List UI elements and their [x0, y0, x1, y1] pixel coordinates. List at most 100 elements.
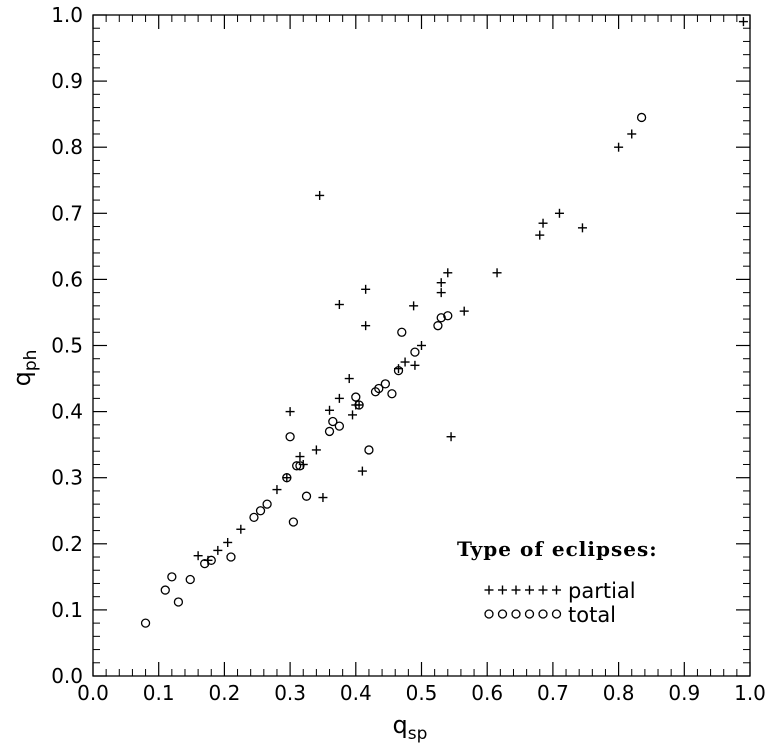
y-tick-label: 1.0 — [51, 3, 83, 27]
legend-marker-plus — [525, 585, 534, 595]
point-total — [288, 517, 299, 527]
point-partial — [436, 288, 446, 298]
point-partial — [357, 466, 367, 476]
point-partial — [318, 493, 328, 503]
point-partial — [459, 306, 469, 316]
point-partial — [213, 545, 223, 555]
x-tick-label: 0.0 — [77, 681, 109, 705]
point-partial — [409, 301, 419, 311]
point-partial — [285, 407, 295, 417]
point-partial — [282, 473, 292, 483]
y-axis-label: qph — [8, 350, 41, 387]
point-total — [433, 321, 443, 331]
point-total — [160, 585, 170, 595]
point-partial — [311, 445, 321, 455]
point-partial — [446, 432, 456, 442]
point-partial — [538, 218, 548, 228]
point-total — [380, 379, 391, 389]
legend-title: Type of eclipses: — [457, 537, 658, 561]
y-tick-label: 0.3 — [51, 466, 83, 490]
point-total — [140, 618, 151, 628]
x-tick-label: 0.4 — [340, 681, 372, 705]
legend-entry-partial — [484, 585, 561, 595]
x-axis: 0.0 0.1 0.2 0.3 0.4 0.5 0.6 0.7 0.8 0.9 1.0 — [77, 15, 766, 705]
point-partial — [410, 360, 420, 370]
x-tick-label: 0.1 — [143, 681, 175, 705]
y-tick-label: 0.6 — [51, 267, 83, 291]
point-partial — [738, 17, 748, 27]
point-partial — [400, 357, 410, 367]
point-partial — [361, 321, 371, 331]
point-total — [282, 473, 292, 483]
point-total — [436, 313, 446, 323]
point-partial — [577, 223, 587, 233]
point-total — [206, 555, 216, 565]
point-total — [351, 392, 361, 402]
point-total — [354, 400, 364, 410]
legend-marker-circle — [497, 609, 508, 619]
y-tick-label: 0.7 — [51, 201, 83, 225]
legend-label-total: total — [568, 603, 616, 627]
legend-marker-circle — [551, 609, 562, 619]
point-partial — [436, 278, 446, 288]
point-partial — [535, 230, 545, 240]
point-partial — [272, 485, 282, 495]
legend-marker-plus — [484, 585, 494, 595]
point-total — [167, 572, 177, 582]
point-total — [374, 383, 384, 394]
data-points — [140, 17, 748, 628]
point-total — [173, 597, 184, 607]
point-partial — [554, 208, 564, 218]
point-total — [370, 387, 381, 397]
y-tick-label: 0.8 — [51, 135, 83, 159]
point-partial — [334, 393, 344, 403]
legend-marker-circle — [524, 609, 535, 619]
point-total — [328, 416, 338, 427]
point-partial — [295, 452, 305, 462]
x-tick-label: 0.6 — [471, 681, 503, 705]
point-total — [636, 112, 647, 123]
point-partial — [361, 284, 371, 294]
legend: Type of eclipses: partial total — [457, 537, 658, 627]
point-partial — [325, 405, 335, 415]
y-tick-label: 0.0 — [51, 664, 83, 688]
point-total — [185, 574, 195, 585]
point-total — [285, 432, 295, 442]
x-axis-label: qsp — [393, 711, 428, 744]
point-total — [397, 327, 407, 337]
y-axis: 0.0 0.1 0.2 0.3 0.4 0.5 0.6 0.7 0.8 0.9 1.0 — [51, 3, 750, 688]
point-total — [393, 365, 404, 376]
legend-marker-plus — [498, 585, 507, 595]
point-partial — [492, 268, 502, 278]
legend-marker-circle — [484, 609, 494, 619]
point-total — [301, 491, 312, 501]
point-partial — [344, 374, 354, 384]
x-tick-label: 0.3 — [274, 681, 306, 705]
x-tick-label: 0.9 — [668, 681, 700, 705]
point-total — [443, 311, 453, 321]
point-total — [334, 421, 345, 431]
legend-entry-total — [484, 609, 562, 619]
point-partial — [443, 268, 453, 278]
point-total — [249, 512, 259, 523]
legend-marker-plus — [552, 585, 561, 595]
x-tick-label: 0.8 — [603, 681, 635, 705]
point-total — [226, 552, 236, 562]
point-partial — [334, 300, 344, 310]
point-partial — [223, 537, 233, 547]
legend-marker-plus — [538, 585, 548, 595]
point-total — [262, 499, 272, 509]
x-tick-label: 0.5 — [406, 681, 438, 705]
y-tick-label: 0.4 — [51, 400, 83, 424]
point-total — [387, 389, 397, 399]
y-tick-label: 0.1 — [51, 598, 83, 622]
point-total — [364, 445, 374, 455]
y-tick-label: 0.5 — [51, 334, 83, 358]
x-tick-label: 1.0 — [734, 681, 766, 705]
point-partial — [348, 410, 358, 420]
point-partial — [193, 551, 203, 561]
legend-label-partial: partial — [568, 579, 636, 603]
x-tick-label: 0.7 — [537, 681, 569, 705]
point-total — [292, 461, 302, 471]
